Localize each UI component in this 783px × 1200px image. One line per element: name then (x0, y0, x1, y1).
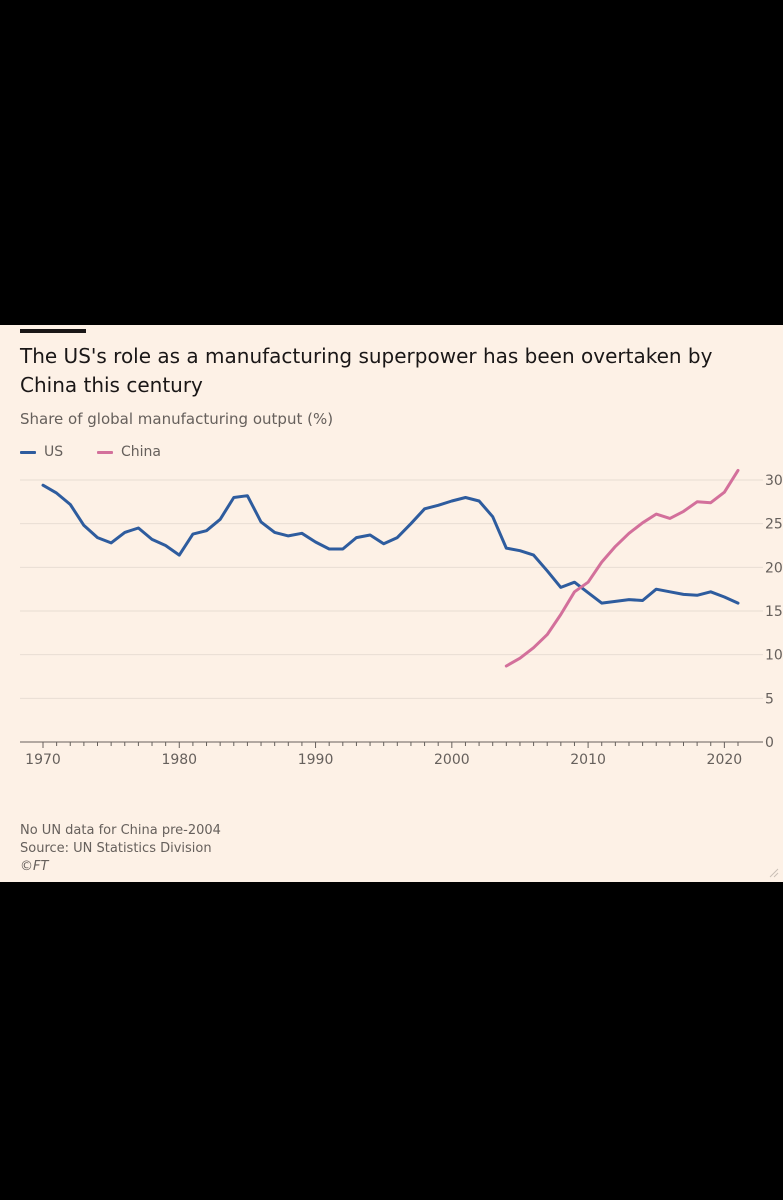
y-tick-label-10: 10 (765, 648, 783, 664)
legend-item-china: China (97, 444, 161, 460)
grid-lines (20, 479, 763, 699)
x-tick-label-1990: 1990 (298, 752, 334, 768)
y-tick-label-5: 5 (765, 691, 774, 707)
chart-notes: No UN data for China pre-2004 Source: UN… (20, 822, 221, 876)
series-lines (41, 468, 740, 668)
series-line-us (41, 483, 740, 605)
legend-label-china: China (121, 444, 161, 460)
y-tick-label-0: 0 (765, 735, 774, 751)
y-tick-label-15: 15 (765, 604, 783, 620)
title-accent-bar (20, 329, 86, 333)
chart-title: The US's role as a manufacturing superpo… (20, 344, 713, 397)
chart-subtitle: Share of global manufacturing output (%) (20, 410, 334, 428)
x-tick-label-1970: 1970 (25, 752, 61, 768)
x-tick-label-2020: 2020 (707, 752, 743, 768)
y-axis: 0 5 10 15 20 25 30 (765, 473, 783, 751)
legend-swatch-us (20, 450, 36, 454)
x-tick-label-1980: 1980 (161, 752, 197, 768)
y-tick-label-25: 25 (765, 517, 783, 533)
ft-credit: ©FT (20, 859, 49, 874)
x-tick-label-2010: 2010 (570, 752, 606, 768)
series-line-china (504, 468, 740, 668)
y-tick-label-30: 30 (765, 473, 783, 489)
legend-item-us: US (20, 444, 63, 460)
legend-swatch-china (97, 450, 113, 454)
x-tick-label-2000: 2000 (434, 752, 470, 768)
line-chart: 1970 1980 1990 2000 2010 2020 0 5 10 15 20 25 30 (20, 468, 783, 768)
y-tick-label-20: 20 (765, 560, 783, 576)
note-china-data: No UN data for China pre-2004 (20, 823, 221, 838)
legend-label-us: US (44, 444, 64, 460)
resize-handle-icon[interactable] (769, 868, 779, 878)
chart-card: The US's role as a manufacturing superpo… (0, 325, 783, 882)
x-axis: 1970 1980 1990 2000 2010 2020 (20, 741, 763, 768)
source-note: Source: UN Statistics Division (20, 841, 212, 856)
